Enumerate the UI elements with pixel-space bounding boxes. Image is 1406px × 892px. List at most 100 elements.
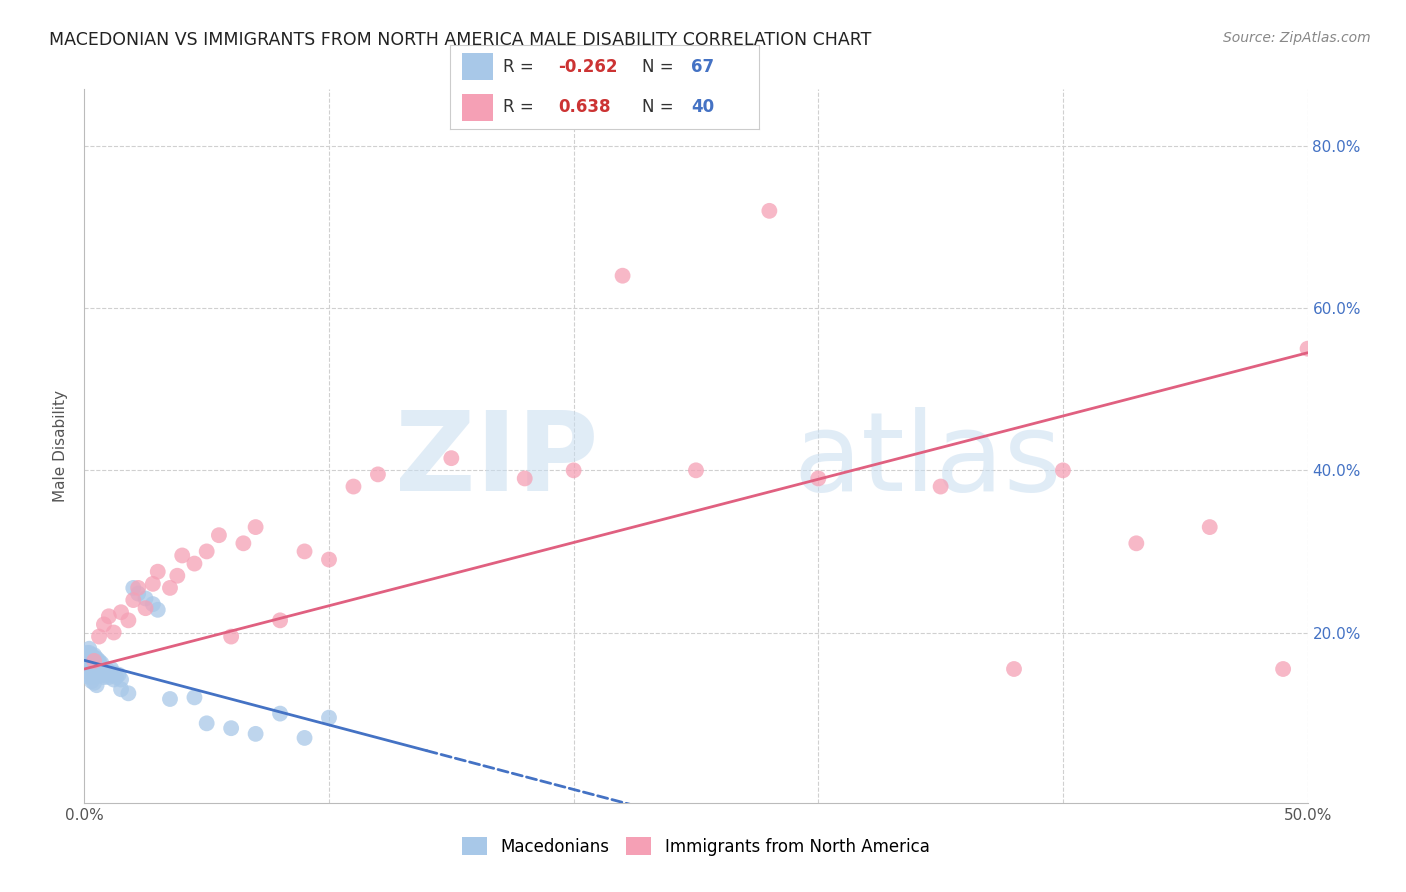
Point (929, 479, 952, 493)
Point (77, 654, 100, 668)
Point (77, 646, 100, 660)
Point (93, 617, 115, 632)
Point (77, 649, 100, 664)
Point (77, 659, 100, 673)
Point (269, 706, 291, 721)
Point (86, 654, 108, 668)
Point (127, 586, 149, 600)
Point (80, 651, 103, 665)
Point (103, 673, 125, 687)
Point (1198, 520, 1220, 534)
Point (90, 662, 112, 676)
Point (77, 670, 100, 684)
Point (86, 667, 108, 681)
Point (103, 625, 125, 640)
Point (318, 711, 340, 725)
Point (87, 630, 110, 644)
Point (93, 662, 115, 676)
Point (83, 648, 105, 663)
Point (195, 716, 218, 731)
Point (127, 581, 149, 595)
Text: atlas: atlas (794, 407, 1063, 514)
Point (142, 577, 165, 591)
Point (83, 651, 105, 665)
Point (612, 268, 634, 283)
Point (269, 613, 291, 627)
Point (195, 544, 218, 558)
Point (1296, 342, 1319, 356)
Point (83, 654, 105, 668)
Point (208, 528, 231, 542)
Point (90, 657, 112, 671)
Point (146, 565, 169, 579)
Text: R =: R = (502, 98, 544, 116)
Point (80, 674, 103, 689)
Point (87, 665, 110, 679)
Point (86, 651, 108, 665)
Point (440, 451, 463, 466)
Point (110, 673, 132, 687)
Point (135, 591, 157, 606)
Point (232, 536, 254, 550)
Point (76, 657, 98, 671)
Point (758, 203, 780, 218)
Point (86, 662, 108, 676)
Point (97, 665, 120, 679)
Point (100, 667, 122, 681)
Legend: Macedonians, Immigrants from North America: Macedonians, Immigrants from North Ameri… (456, 830, 936, 863)
Point (83, 657, 105, 672)
Point (83, 654, 105, 668)
Point (76, 662, 98, 676)
Point (96, 662, 118, 676)
Point (83, 670, 105, 684)
Text: -0.262: -0.262 (558, 58, 617, 76)
Point (135, 601, 157, 615)
Point (342, 479, 364, 493)
Point (93, 667, 115, 681)
Point (159, 581, 181, 595)
Point (685, 463, 707, 477)
Text: N =: N = (641, 98, 679, 116)
Bar (463, 94, 494, 120)
Point (107, 667, 129, 681)
Point (245, 520, 267, 534)
Point (80, 656, 103, 670)
Point (1052, 463, 1074, 477)
Point (90, 667, 112, 681)
Point (110, 605, 132, 619)
Point (80, 665, 103, 679)
Point (103, 666, 125, 681)
Point (83, 675, 105, 690)
Point (142, 597, 165, 611)
Text: Source: ZipAtlas.com: Source: ZipAtlas.com (1223, 31, 1371, 45)
Point (80, 659, 103, 673)
Point (513, 471, 536, 485)
Point (219, 630, 242, 644)
Point (562, 463, 585, 477)
Point (117, 613, 139, 627)
Point (93, 670, 115, 684)
Point (807, 471, 830, 485)
Point (87, 657, 110, 671)
Bar (463, 54, 494, 80)
Point (100, 662, 122, 676)
Point (105, 670, 128, 684)
Point (166, 568, 188, 582)
Y-axis label: Male Disability: Male Disability (53, 390, 69, 502)
Text: R =: R = (502, 58, 538, 76)
Point (80, 662, 103, 676)
Point (76, 667, 98, 681)
Point (110, 682, 132, 697)
Point (172, 549, 194, 563)
Point (122, 593, 145, 607)
Point (86, 678, 108, 692)
Point (1272, 662, 1295, 676)
Point (294, 731, 316, 745)
Point (97, 609, 120, 624)
Point (1002, 662, 1025, 676)
Point (76, 646, 98, 660)
Point (77, 641, 100, 656)
Text: ZIP: ZIP (395, 407, 598, 514)
Point (183, 690, 205, 705)
Point (87, 659, 110, 673)
